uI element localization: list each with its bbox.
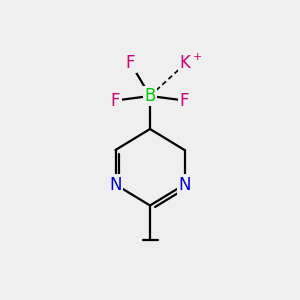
Text: +: + [193,52,202,62]
Text: F: F [126,54,135,72]
Text: N: N [109,176,122,194]
Text: F: F [180,92,189,110]
Text: B: B [144,87,156,105]
Text: K: K [179,54,190,72]
Text: F: F [111,92,120,110]
Text: N: N [178,176,191,194]
